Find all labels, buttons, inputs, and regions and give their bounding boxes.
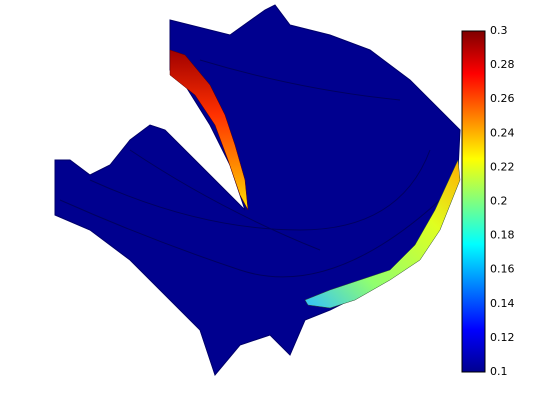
surface-hot-strip bbox=[169, 49, 249, 211]
surface-body bbox=[54, 4, 461, 377]
colorbar-tick-label: 0.14 bbox=[490, 297, 515, 310]
colorbar-tick-label: 0.22 bbox=[490, 160, 515, 173]
surface bbox=[54, 4, 461, 377]
colorbar-tick-label: 0.26 bbox=[490, 92, 515, 105]
colorbar-tick-label: 0.24 bbox=[490, 126, 515, 139]
colorbar-tick-label: 0.16 bbox=[490, 263, 515, 276]
surface-ridge bbox=[59, 59, 441, 278]
colorbar-tick-label: 0.3 bbox=[490, 24, 508, 37]
colorbar bbox=[461, 30, 486, 373]
colorbar-tick-label: 0.12 bbox=[490, 331, 515, 344]
colorbar-tick-label: 0.28 bbox=[490, 58, 515, 71]
colorbar-tick-label: 0.2 bbox=[490, 195, 508, 208]
colorbar-tick-label: 0.1 bbox=[490, 365, 508, 378]
surface-warm-strip bbox=[304, 159, 461, 309]
colorbar-tick-label: 0.18 bbox=[490, 229, 515, 242]
